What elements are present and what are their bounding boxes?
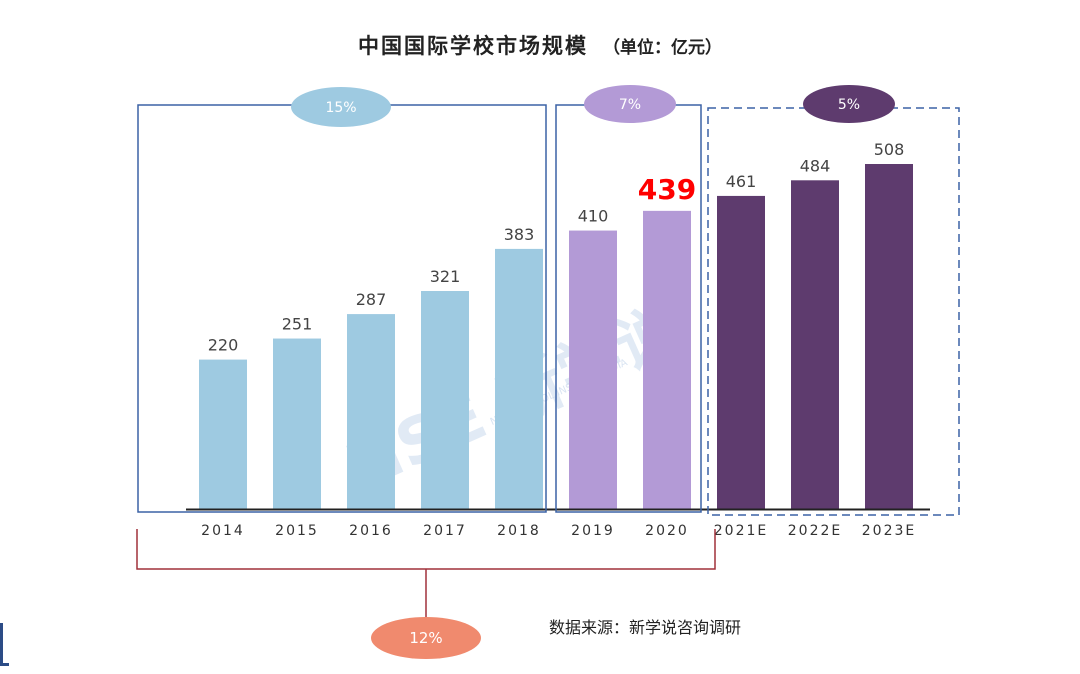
chart-title-block: 中国国际学校市场规模 （单位：亿元） bbox=[0, 30, 1080, 60]
value-label-2014: 220 bbox=[208, 336, 239, 355]
value-label-2016: 287 bbox=[356, 290, 387, 309]
bar-2015 bbox=[273, 338, 321, 509]
x-tick-label-2021E: 2021E bbox=[714, 523, 768, 539]
bar-2022E bbox=[791, 180, 839, 510]
bar-2018 bbox=[495, 248, 543, 510]
chart-unit: （单位：亿元） bbox=[603, 38, 723, 58]
bar-2017 bbox=[421, 290, 469, 509]
value-label-2020: 439 bbox=[638, 173, 696, 206]
bar-2016 bbox=[347, 314, 395, 509]
value-label-2015: 251 bbox=[282, 315, 313, 334]
x-tick-label-2015: 2015 bbox=[275, 523, 319, 539]
chart-title: 中国国际学校市场规模 bbox=[357, 34, 588, 58]
bar-2014 bbox=[199, 359, 247, 509]
value-label-2017: 321 bbox=[430, 267, 461, 286]
x-tick-label-2020: 2020 bbox=[645, 523, 689, 539]
x-tick-label-2022E: 2022E bbox=[788, 523, 842, 539]
x-tick-label-2017: 2017 bbox=[423, 523, 467, 539]
period-box-3 bbox=[707, 107, 960, 516]
x-tick-label-2023E: 2023E bbox=[862, 523, 916, 539]
data-source-note: 数据来源：新学说咨询调研 bbox=[549, 618, 742, 637]
edge-decoration bbox=[0, 623, 9, 666]
growth-rate-label-1: 15% bbox=[325, 100, 356, 116]
x-tick-label-2016: 2016 bbox=[349, 523, 393, 539]
growth-rate-label-3: 5% bbox=[838, 97, 860, 113]
bar-2019 bbox=[569, 230, 617, 509]
x-tick-label-2018: 2018 bbox=[497, 523, 541, 539]
x-tick-label-2019: 2019 bbox=[571, 523, 615, 539]
growth-badge-2 bbox=[584, 85, 676, 123]
value-label-2022E: 484 bbox=[800, 156, 831, 175]
growth-rate-label-2: 7% bbox=[619, 97, 641, 113]
value-label-2021E: 461 bbox=[726, 172, 757, 191]
bar-2023E bbox=[865, 164, 913, 509]
x-tick-label-2014: 2014 bbox=[201, 523, 245, 539]
bar-2021E bbox=[717, 195, 765, 509]
growth-badge-3 bbox=[803, 85, 895, 123]
overall-growth-label: 12% bbox=[409, 629, 442, 647]
bar-2020 bbox=[643, 210, 691, 509]
value-label-2019: 410 bbox=[578, 207, 609, 226]
growth-badge-1 bbox=[291, 87, 391, 127]
value-label-2023E: 508 bbox=[874, 140, 905, 159]
overall-growth-badge bbox=[371, 617, 481, 659]
value-label-2018: 383 bbox=[504, 225, 535, 244]
